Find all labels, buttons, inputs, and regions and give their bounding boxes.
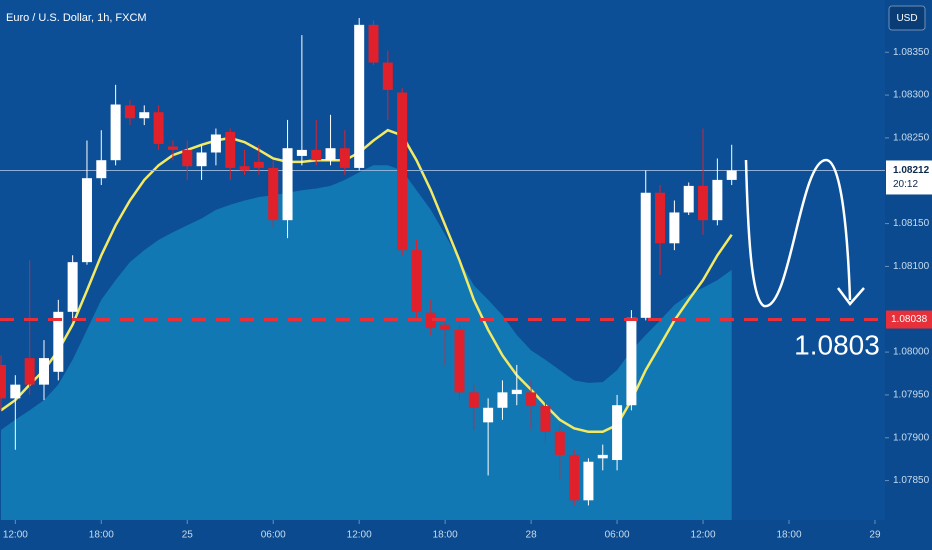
x-tick-label: 12:00 [347,530,372,541]
candle-body [167,146,178,150]
candle-body [282,148,293,221]
last-price-label: 1.08212 [893,165,930,176]
candle-body [583,461,594,501]
candle-body [712,179,723,221]
candle-body [511,389,522,395]
last-price-box [886,160,932,195]
candle-body [526,392,537,407]
candle-body [210,134,221,153]
annotation: 1.0803 [794,329,880,360]
x-tick-label: 06:00 [261,530,286,541]
y-tick-label: 1.08000 [893,347,930,358]
y-tick-label: 1.08100 [893,261,930,272]
candle-body [96,160,107,179]
candle-body [0,364,7,399]
candle-body [640,192,651,318]
y-tick-label: 1.08300 [893,90,930,101]
candle-body [497,392,508,408]
x-tick-label: 29 [869,530,881,541]
candle-body [253,161,264,168]
candle-body [10,384,21,399]
y-tick-label: 1.08250 [893,133,930,144]
candle-body [468,392,479,408]
candle-body [597,454,608,459]
level-box [886,310,932,329]
candle-body [483,407,494,423]
hand-drawn-arrow [744,158,852,308]
candle-body [296,149,307,156]
currency-label[interactable]: USD [896,13,917,24]
candle-body [196,152,207,167]
candle-body [698,185,709,221]
candle-body [339,148,350,168]
candle-body [726,170,737,180]
x-tick-label: 28 [526,530,538,541]
candle-body [53,311,64,372]
candle-body [440,324,451,330]
candle-body [124,105,135,119]
y-tick-label: 1.07950 [893,390,930,401]
y-tick-label: 1.08350 [893,47,930,58]
candle-body [24,358,35,385]
x-tick-label: 12:00 [691,530,716,541]
x-tick-label: 06:00 [605,530,630,541]
candle-body [669,212,680,244]
candle-body [38,358,49,385]
candle-body [325,148,336,161]
x-tick-label: 25 [182,530,194,541]
moving-average-line [0,128,733,434]
arrow-head [837,287,865,306]
candle-body [311,149,322,161]
candle-body [382,62,393,90]
candle-body [182,149,193,167]
chart-title: Euro / U.S. Dollar, 1h, FXCM [6,12,147,24]
candle-body [153,112,164,144]
candle-body [454,329,465,393]
candle-body [397,92,408,251]
y-tick-label: 1.07900 [893,432,930,443]
candle-body [425,312,436,329]
candle-body [225,131,236,168]
x-tick-label: 18:00 [776,530,801,541]
x-tick-label: 18:00 [433,530,458,541]
candle-body [554,431,565,455]
candle-body [368,24,379,63]
currency-button[interactable] [888,5,926,31]
candle-body [655,192,666,244]
candle-body [354,24,365,168]
candle-body [139,112,150,119]
candle-body [67,262,78,312]
x-tick-label: 18:00 [89,530,114,541]
candle-body [612,405,623,461]
plot-layer [0,17,885,521]
candle-body [81,178,92,263]
x-tick-label: 12:00 [3,530,28,541]
candle-body [683,185,694,213]
candle-body [239,166,250,171]
candle-body [540,406,551,432]
countdown-label: 20:12 [893,179,918,190]
candle-body [626,317,637,406]
candle-body [268,167,279,221]
candle-body [411,250,422,312]
level-label: 1.08038 [891,314,928,325]
y-tick-label: 1.08150 [893,218,930,229]
candle-body [110,104,121,161]
y-tick-label: 1.07850 [893,475,930,486]
candle-body [569,454,580,501]
